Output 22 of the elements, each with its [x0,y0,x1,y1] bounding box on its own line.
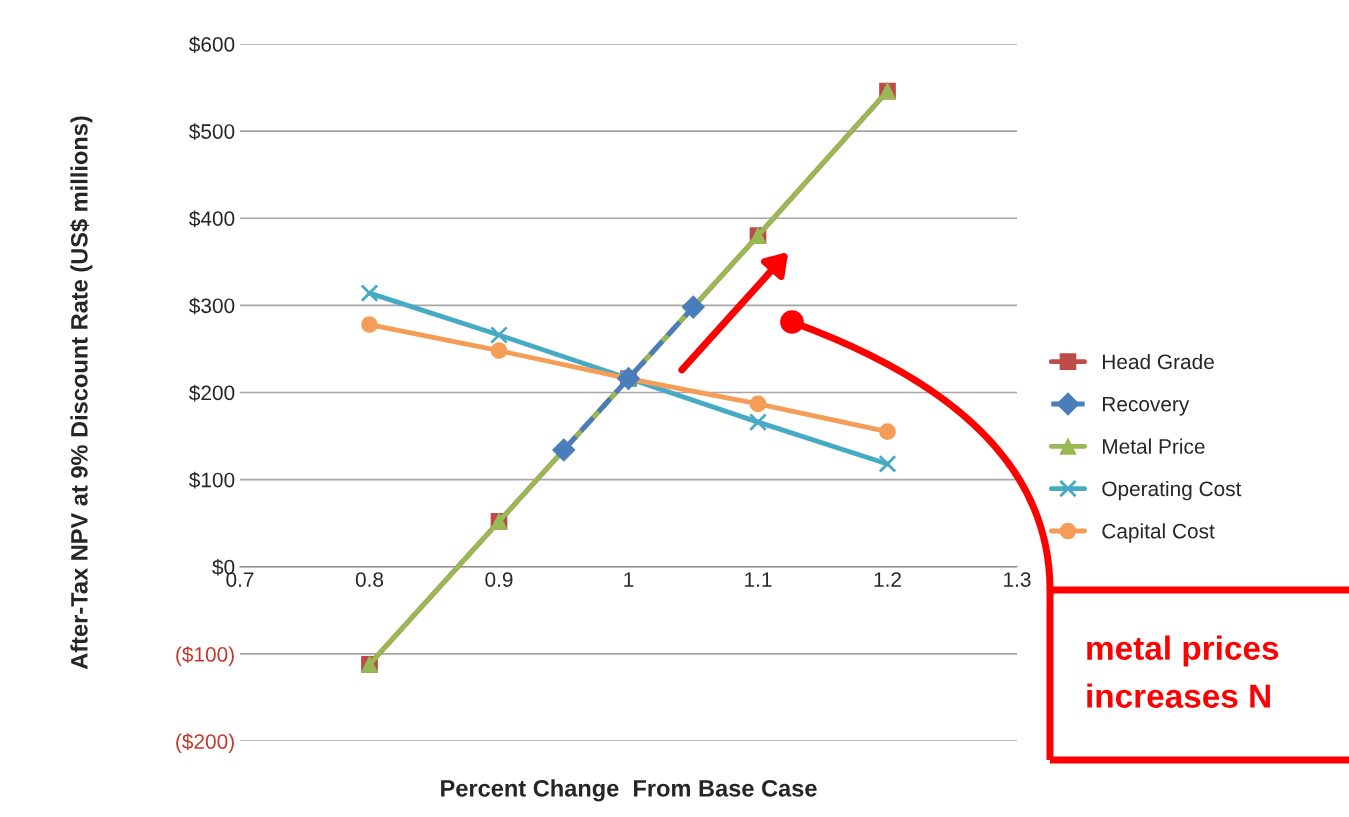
x-tick-label: 1 [624,572,634,587]
y-tick-label: $300 [189,297,235,315]
y-tick-label: ($200) [176,733,234,754]
y-tick-label: $100 [189,471,235,489]
x-tick-label: 0.8 [355,572,384,587]
x-tick-label: 1.2 [874,572,901,587]
y-axis-title: After-Tax NPV at 9% Discount Rate (US$ millions) [69,116,93,670]
y-tick-label: $600 [189,36,235,53]
legend-label: Operating Cost [1102,480,1242,501]
legend-label: Capital Cost [1102,523,1215,543]
x-tick-label: 1.1 [745,572,772,587]
legend-label: Recovery [1103,396,1190,416]
x-tick-label: 1.3 [1004,572,1031,587]
x-axis-title: Percent Change From Base Case [441,779,817,802]
text: metal prices increases N [1087,635,1279,708]
legend-label: Head Grade [1103,353,1214,370]
y-tick-label: $500 [189,123,235,141]
y-tick-label: ($100) [176,646,234,666]
x-tick-label: 0.9 [485,572,513,587]
y-tick-label: $200 [189,384,235,402]
y-tick-label: $400 [189,210,235,228]
legend-label: Metal Price [1103,438,1205,454]
